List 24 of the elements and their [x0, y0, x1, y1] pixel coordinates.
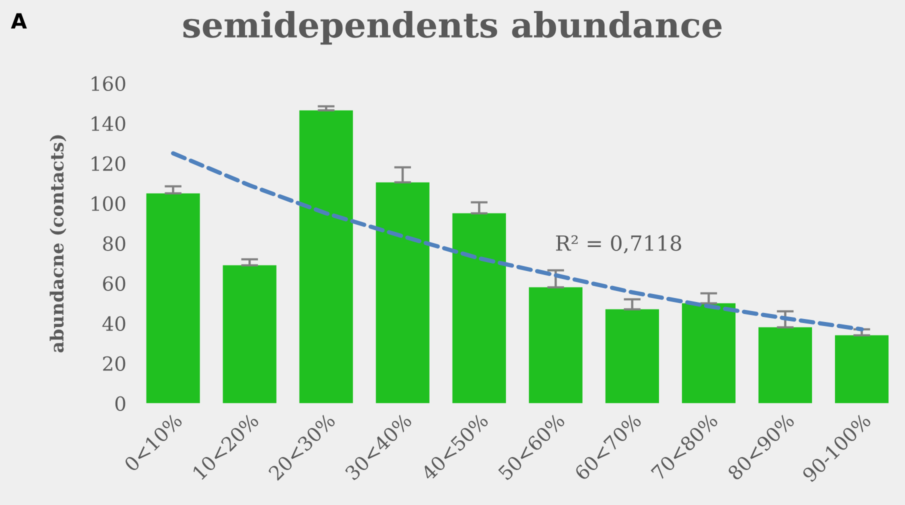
chart-title: semidependents abundance [183, 10, 722, 45]
bar [605, 309, 659, 404]
y-tick-label: 160 [92, 76, 126, 91]
bar [146, 193, 200, 404]
y-tick-label: 120 [92, 156, 126, 171]
bar [222, 265, 276, 404]
y-tick-label: 40 [102, 316, 126, 331]
bar [452, 213, 506, 404]
bar [758, 327, 812, 404]
bar [682, 303, 736, 404]
bar [299, 110, 353, 404]
y-tick-label: 100 [92, 196, 126, 211]
y-tick-label: 60 [103, 276, 126, 291]
y-tick-label: 140 [92, 116, 126, 131]
bar [528, 287, 582, 404]
line-series [171, 151, 864, 332]
text: A [10, 13, 27, 28]
y-tick-label: 20 [103, 356, 126, 371]
y-axis-title: abundacne (contacts) [50, 135, 66, 352]
bar [834, 335, 889, 404]
annotation: R² = 0,7118 [556, 235, 682, 254]
y-tick-label: 0 [115, 396, 126, 411]
y-tick-label: 80 [103, 236, 126, 251]
bar [376, 182, 430, 404]
